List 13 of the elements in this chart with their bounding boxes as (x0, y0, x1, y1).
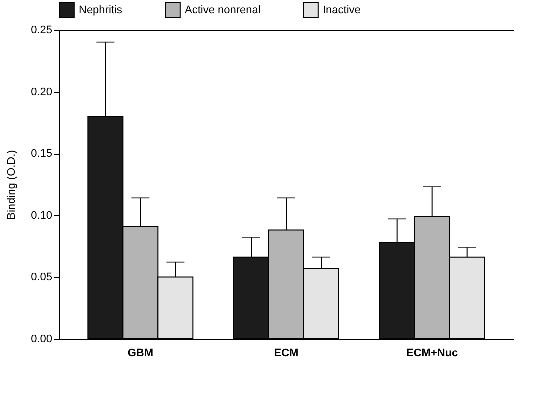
legend-label: Inactive (323, 4, 361, 16)
x-tick-label: ECM (274, 348, 299, 360)
x-tick-label: GBM (128, 348, 154, 360)
y-tick-label: 0.25 (31, 24, 52, 36)
y-tick-label: 0.20 (31, 86, 52, 98)
x-tick-label: ECM+Nuc (406, 348, 458, 360)
y-tick-label: 0.10 (31, 210, 52, 222)
y-tick-label: 0.15 (31, 148, 52, 160)
y-axis-title: Binding (O.D.) (6, 150, 18, 220)
legend-label: Nephritis (79, 4, 123, 16)
legend-label: Active nonrenal (185, 4, 261, 16)
y-tick-label: 0.00 (31, 334, 52, 346)
y-tick-label: 0.05 (31, 272, 52, 284)
